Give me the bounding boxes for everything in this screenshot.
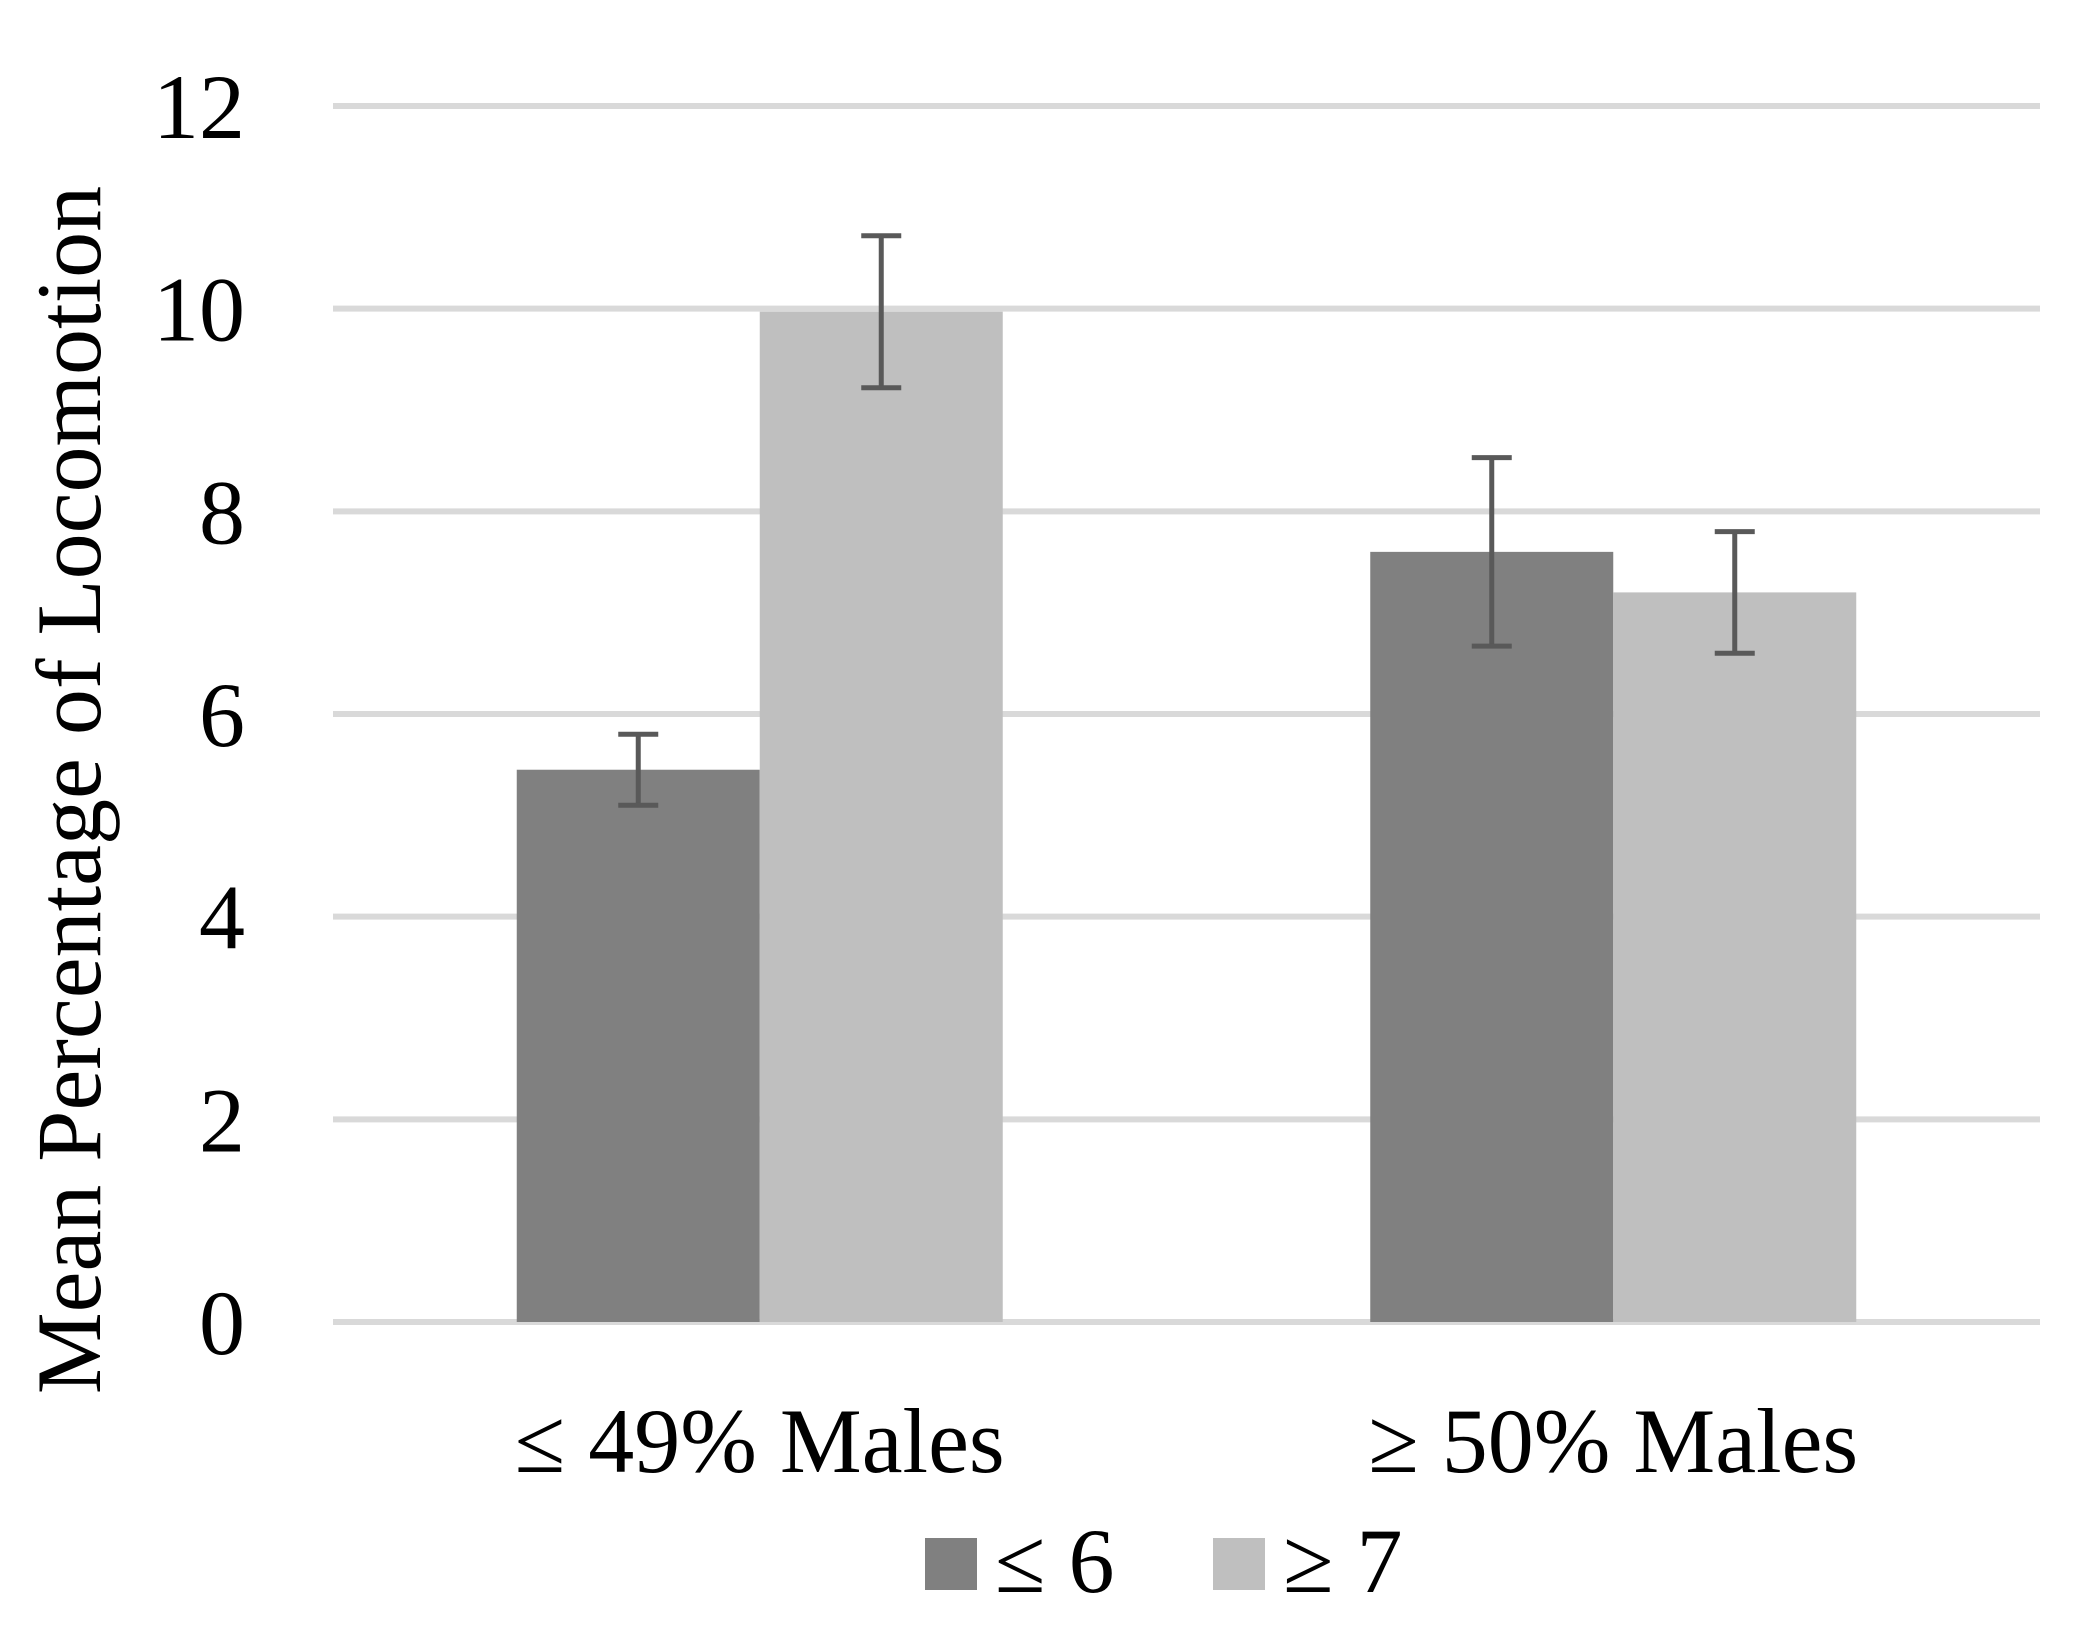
bars	[516, 311, 1857, 1322]
bar	[516, 769, 760, 1322]
error-bars	[618, 233, 1755, 808]
legend[interactable]: ≤ 6 ≥ 7	[925, 1510, 1403, 1612]
y-tick-label: 2	[199, 1069, 245, 1171]
y-tick-label: 4	[199, 867, 245, 969]
legend-swatch	[1213, 1538, 1265, 1590]
legend-item[interactable]: ≥ 7	[1213, 1510, 1403, 1612]
legend-label: ≥ 7	[1283, 1510, 1403, 1612]
y-tick-label: 12	[153, 56, 245, 158]
y-tick-label: 8	[199, 461, 245, 563]
y-tick-label: 6	[199, 664, 245, 766]
x-tick-label: ≥ 50% Males	[1368, 1390, 1858, 1492]
y-axis-label: Mean Percentage of Locomotion	[18, 186, 120, 1394]
y-tick-label: 10	[153, 259, 245, 361]
x-tick-label: ≤ 49% Males	[515, 1390, 1005, 1492]
legend-item[interactable]: ≤ 6	[925, 1510, 1115, 1612]
bar	[759, 311, 1003, 1322]
bar	[1370, 551, 1614, 1322]
y-axis-ticks: 0 2 4 6 8 10 12	[153, 56, 245, 1374]
bar	[1613, 592, 1857, 1322]
legend-swatch	[925, 1538, 977, 1590]
x-axis-ticks: ≤ 49% Males ≥ 50% Males	[515, 1390, 1858, 1492]
y-tick-label: 0	[199, 1272, 245, 1374]
legend-label: ≤ 6	[995, 1510, 1115, 1612]
